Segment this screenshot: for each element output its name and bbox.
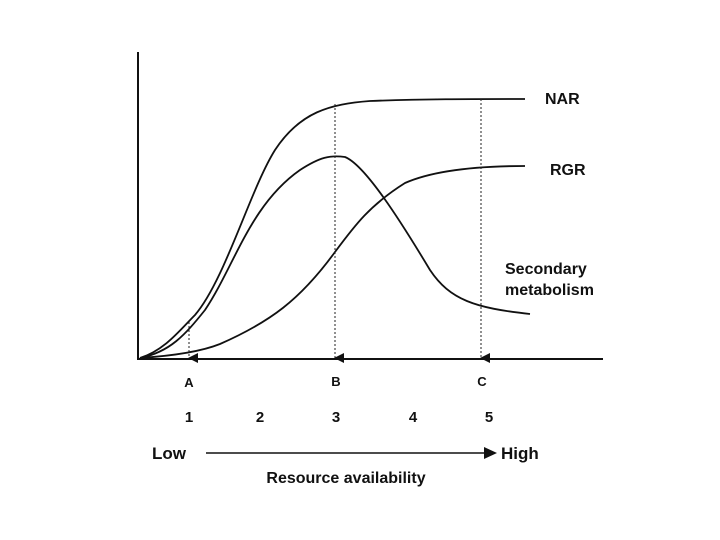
resource-availability-title: Resource availability (266, 470, 425, 487)
nar-curve (139, 98, 526, 359)
stage-1-label: 1 (185, 409, 193, 426)
nar-label: NAR (545, 91, 580, 108)
stage-3-label: 3 (332, 409, 340, 426)
stage-2-label: 2 (256, 409, 264, 426)
secondary-metabolism-label-line1: Secondary (505, 261, 587, 278)
secondary-metabolism-label-line2: metabolism (505, 282, 594, 299)
rgr-curve (139, 165, 526, 359)
point-a-label: A (184, 375, 194, 390)
resource-arrowhead (484, 447, 497, 459)
secondary-metabolism-curve (139, 155, 531, 359)
stage-4-label: 4 (409, 409, 418, 426)
point-b-label: B (331, 374, 340, 389)
high-label: High (501, 444, 539, 463)
low-label: Low (152, 444, 187, 463)
rgr-label: RGR (550, 162, 586, 179)
point-c-label: C (477, 374, 487, 389)
stage-5-label: 5 (485, 409, 493, 426)
